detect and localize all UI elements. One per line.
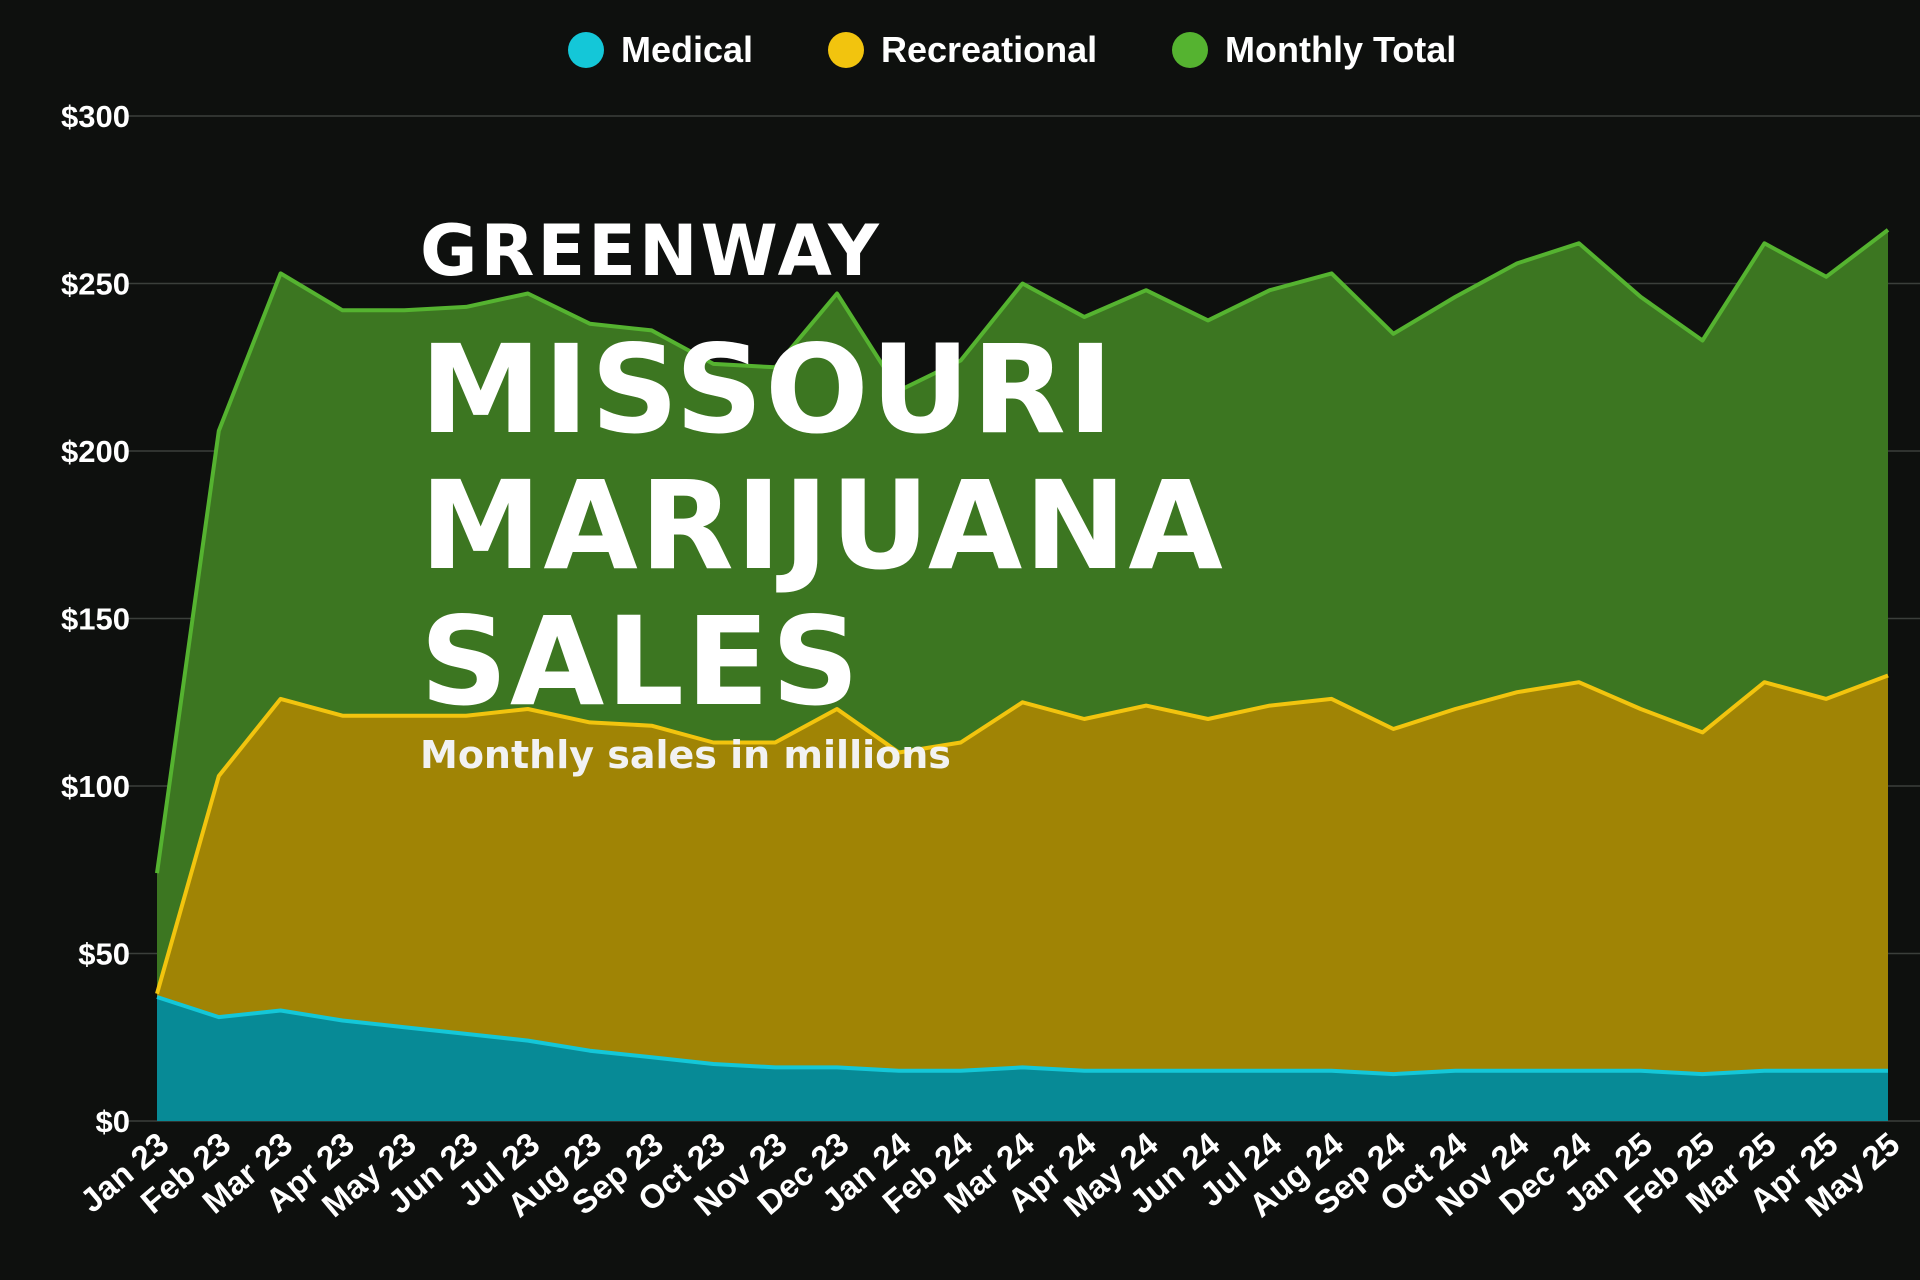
legend-label: Monthly Total xyxy=(1225,29,1456,70)
chart-title-line-2: MARIJUANA xyxy=(420,455,1225,597)
legend-swatch-recreational xyxy=(828,32,864,68)
line-medical xyxy=(156,995,1888,1077)
legend-label: Recreational xyxy=(881,29,1097,70)
area-recreational xyxy=(157,675,1888,1121)
y-tick-label: $0 xyxy=(96,1104,130,1139)
series-areas xyxy=(157,229,1888,1121)
legend-swatch-medical xyxy=(568,32,604,68)
legend: Medical Recreational Monthly Total xyxy=(568,29,1456,70)
y-tick-label: $150 xyxy=(61,602,130,637)
y-tick-label: $300 xyxy=(61,99,130,134)
y-axis-tick-labels: $0 $50 $100 $150 $200 $250 $300 xyxy=(61,99,130,1139)
area-medical xyxy=(157,997,1888,1121)
chart-title-line-1: MISSOURI xyxy=(420,319,1115,461)
title-block: GREENWAY MISSOURI MARIJUANA SALES Monthl… xyxy=(420,210,1225,777)
y-tick-label: $50 xyxy=(78,937,130,972)
series-lines xyxy=(155,228,1890,1077)
line-monthly-total xyxy=(155,228,1890,874)
y-tick-label: $100 xyxy=(61,769,130,804)
y-tick-label: $250 xyxy=(61,267,130,302)
y-tick-label: $200 xyxy=(61,434,130,469)
line-recreational xyxy=(155,673,1889,995)
chart-title-line-3: SALES xyxy=(420,591,861,733)
legend-swatch-monthly-total xyxy=(1172,32,1208,68)
legend-label: Medical xyxy=(621,29,753,70)
brand-logo-text: GREENWAY xyxy=(420,210,882,292)
chart-subtitle: Monthly sales in millions xyxy=(420,733,951,777)
